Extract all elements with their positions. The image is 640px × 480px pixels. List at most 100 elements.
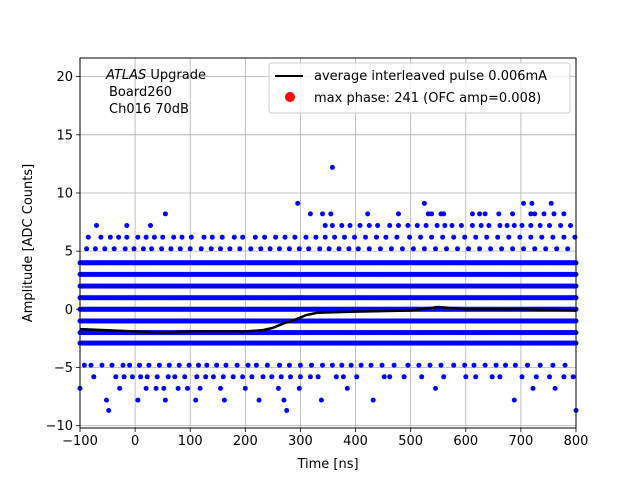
x-tick-label: 100	[178, 434, 203, 449]
sample-point	[355, 246, 361, 252]
sample-point	[248, 246, 254, 252]
sample-point	[166, 362, 172, 368]
sample-point	[269, 374, 275, 380]
sample-point	[182, 374, 188, 380]
sample-point	[297, 374, 303, 380]
sample-point	[537, 362, 543, 368]
sample-point	[352, 234, 357, 240]
sample-point	[374, 234, 379, 240]
sample-point	[463, 374, 469, 380]
sample-point	[565, 246, 571, 252]
sample-point	[442, 223, 448, 228]
sample-point	[295, 200, 301, 206]
x-tick-label: 700	[508, 434, 533, 449]
sample-point	[503, 362, 508, 368]
sample-point	[196, 362, 201, 368]
sample-point	[421, 200, 427, 206]
sample-point	[332, 234, 338, 240]
sample-point	[204, 362, 210, 368]
sample-point	[379, 362, 385, 368]
sample-point	[245, 362, 251, 368]
sample-point	[554, 246, 560, 252]
sample-point	[469, 211, 475, 217]
sample-point	[558, 223, 564, 228]
sample-point	[438, 362, 444, 368]
sample-point	[317, 246, 323, 252]
sample-point	[328, 211, 334, 217]
sample-point	[449, 223, 455, 228]
sample-point	[434, 223, 440, 228]
y-axis-label: Amplitude [ADC Counts]	[21, 164, 36, 322]
sample-point	[288, 374, 293, 380]
sample-point	[340, 374, 346, 380]
sample-point	[497, 223, 503, 228]
axis-ticks: −100 0 100 200 300 400 500 600 700 800 −10 −5 0 5 10 15…	[46, 70, 589, 449]
sample-point	[151, 234, 157, 240]
sample-point	[278, 374, 284, 380]
sample-point	[116, 234, 122, 240]
sample-point	[84, 246, 90, 252]
sample-point	[572, 234, 578, 240]
y-tick-label: 15	[56, 128, 73, 143]
sample-point	[548, 200, 554, 206]
sample-point	[511, 397, 517, 403]
sample-point	[258, 246, 264, 252]
sample-point	[322, 223, 328, 228]
sample-point	[512, 362, 518, 368]
sample-point	[256, 397, 262, 403]
sample-point	[138, 374, 144, 380]
sample-point	[354, 374, 360, 380]
sample-point	[405, 362, 411, 368]
sample-point	[570, 374, 576, 380]
sample-point	[394, 234, 400, 240]
sample-point	[521, 246, 527, 252]
sample-point	[307, 211, 313, 217]
sample-point	[273, 234, 279, 240]
sample-point	[471, 362, 477, 368]
sample-point	[303, 234, 309, 240]
sample-point	[146, 362, 152, 368]
sample-point	[532, 211, 538, 217]
sample-point	[260, 374, 266, 380]
sample-point	[188, 234, 194, 240]
sample-point	[264, 362, 270, 368]
sample-point	[541, 211, 547, 217]
sample-point	[482, 362, 488, 368]
annotation-atlas: ATLAS	[105, 68, 146, 83]
sample-point	[111, 246, 117, 252]
sample-point	[339, 223, 345, 228]
sample-point	[140, 246, 146, 252]
legend-entry-average-pulse: average interleaved pulse 0.006mA	[314, 69, 547, 84]
y-tick-label: 0	[65, 303, 73, 318]
sample-point	[210, 374, 216, 380]
sample-point	[237, 246, 243, 252]
sample-point	[429, 211, 435, 217]
sample-point	[488, 246, 494, 252]
sample-point	[249, 374, 255, 380]
sample-point	[131, 246, 137, 252]
sample-point	[363, 234, 368, 240]
sample-point	[208, 246, 214, 252]
sample-point	[333, 374, 339, 380]
sample-point	[533, 374, 539, 380]
sample-point	[433, 385, 438, 391]
sample-point	[262, 234, 268, 240]
sample-point	[240, 374, 246, 380]
sample-point	[550, 362, 556, 368]
sample-point	[296, 246, 302, 252]
sample-point	[561, 211, 567, 217]
sample-point	[194, 374, 200, 380]
sample-point	[159, 246, 165, 252]
sample-point	[528, 211, 534, 217]
sample-point	[127, 362, 133, 368]
sample-point	[568, 223, 573, 228]
x-tick-label: 500	[398, 434, 423, 449]
sample-point	[315, 374, 321, 380]
sample-point	[405, 223, 411, 228]
annotation-upgrade: Upgrade	[146, 68, 206, 83]
sample-point	[135, 397, 141, 403]
sample-point	[218, 246, 223, 252]
sample-point	[275, 385, 281, 391]
sample-point	[297, 362, 303, 368]
sample-point	[407, 234, 413, 240]
